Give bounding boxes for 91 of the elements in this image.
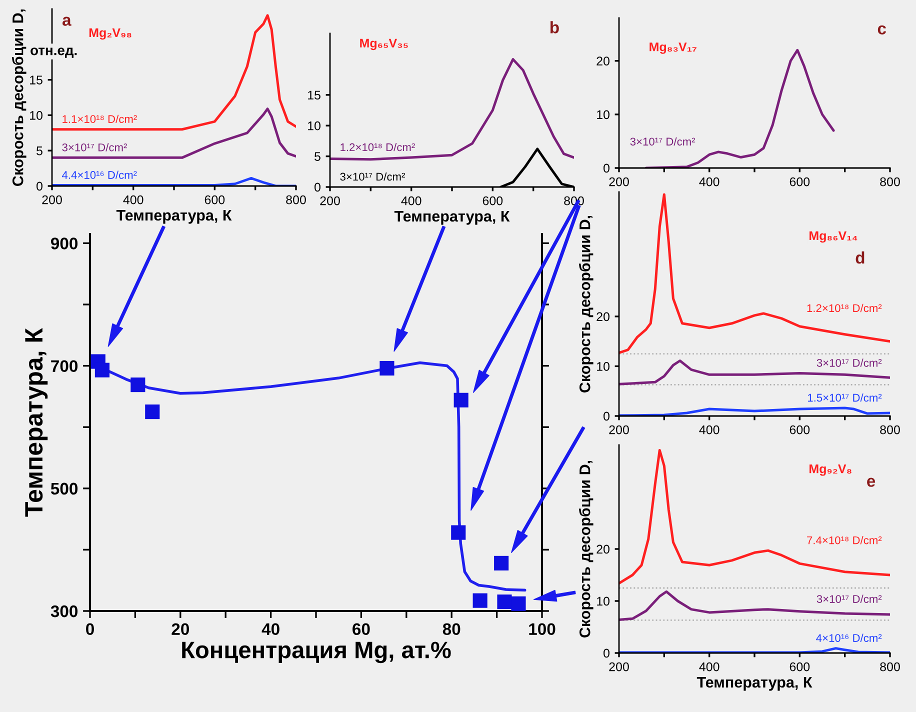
series-label: 3×10¹⁷ D/cm² xyxy=(816,358,882,367)
x-tick-label: 800 xyxy=(880,425,900,434)
x-tick-label: 400 xyxy=(401,196,422,206)
x-tick-label: 400 xyxy=(699,425,720,434)
y-tick-label: 10 xyxy=(597,362,610,371)
x-tick-label: 80 xyxy=(442,623,460,636)
annotation: Mg₈₃V₁₇ xyxy=(650,42,696,54)
x-axis-title: Температура, К xyxy=(696,677,812,691)
y-tick-label: 500 xyxy=(50,482,78,495)
y-tick-label: 0 xyxy=(604,648,610,658)
y-axis-title: Температура, К xyxy=(25,328,48,517)
y-axis-title: Скорость десорбции D, xyxy=(578,460,594,638)
line-series xyxy=(619,590,890,621)
y-tick-label: 5 xyxy=(314,152,320,161)
line-series xyxy=(619,448,890,585)
x-tick-label: 60 xyxy=(352,623,370,636)
annotation: Mg₈₆V₁₄ xyxy=(810,231,858,243)
y-tick-label: 15 xyxy=(308,90,320,100)
series-label: 4.4×10¹⁶ D/cm² xyxy=(62,170,137,179)
x-tick-label: 400 xyxy=(123,195,144,204)
y-tick-label: 900 xyxy=(50,238,78,250)
series-label: 1.5×10¹⁷ D/cm² xyxy=(808,394,882,402)
y-tick-label: 300 xyxy=(50,605,78,618)
point xyxy=(130,378,146,392)
y-tick-label: 0 xyxy=(604,164,610,173)
series-label: 1.2×10¹⁸ D/cm² xyxy=(340,143,415,152)
line-series xyxy=(619,193,890,354)
line-series xyxy=(52,108,296,159)
annotation: Mg₆₅V₃₅ xyxy=(360,38,408,50)
annotation: a xyxy=(62,16,72,26)
x-tick-label: 200 xyxy=(42,195,62,204)
x-tick-label: 800 xyxy=(286,195,306,204)
point xyxy=(145,404,160,420)
series-label: 1.2×10¹⁸ D/cm² xyxy=(807,304,882,312)
y-tick-label: 0 xyxy=(604,412,610,421)
x-tick-label: 400 xyxy=(699,177,720,186)
annotation: Mg₂V₉₈ xyxy=(89,28,132,40)
annotation: e xyxy=(867,478,876,487)
series-label: 3×10¹⁷ D/cm² xyxy=(62,143,128,152)
x-tick-label: 100 xyxy=(529,623,556,636)
point xyxy=(494,556,509,570)
x-tick-label: 200 xyxy=(609,662,629,672)
series-label: 1.1×10¹⁸ D/cm² xyxy=(62,114,137,123)
series-label: 4×10¹⁶ D/cm² xyxy=(816,634,882,642)
point xyxy=(451,525,466,540)
x-tick-label: 20 xyxy=(172,623,189,636)
y-tick-label: 10 xyxy=(597,110,610,120)
x-tick-label: 200 xyxy=(609,425,629,434)
x-tick-label: 600 xyxy=(204,195,225,204)
y-axis-title: Скорость десорбции D, xyxy=(12,9,26,186)
x-tick-label: 600 xyxy=(482,196,503,206)
y-tick-label: 20 xyxy=(596,312,610,322)
point xyxy=(472,593,488,608)
x-tick-label: 800 xyxy=(880,662,900,672)
annotation: c xyxy=(878,25,886,34)
x-tick-label: 40 xyxy=(262,623,280,636)
y-tick-label: 15 xyxy=(30,76,42,84)
point xyxy=(497,594,512,610)
line-series xyxy=(619,359,890,386)
y-axis-title: Скорость десорбции D, xyxy=(578,216,594,392)
point xyxy=(94,362,110,378)
x-tick-label: 400 xyxy=(699,662,720,672)
x-tick-label: 800 xyxy=(880,177,900,186)
y-tick-label: 10 xyxy=(597,596,610,606)
annotation: d xyxy=(856,251,864,264)
y-tick-label: 10 xyxy=(30,111,42,120)
y-tick-label: 5 xyxy=(36,146,42,156)
x-tick-label: 200 xyxy=(320,196,340,206)
series-label: 3×10¹⁷ D/cm² xyxy=(630,137,696,146)
y-tick-label: 20 xyxy=(596,544,610,554)
x-tick-label: 600 xyxy=(790,662,810,672)
annotation: Mg₉₂V₈ xyxy=(810,464,852,476)
y-tick-label: 20 xyxy=(596,56,610,66)
series-label: 3×10¹⁷ D/cm² xyxy=(816,594,882,603)
x-axis-title: Температура, К xyxy=(116,210,232,224)
y-tick-label: 700 xyxy=(51,360,78,372)
point xyxy=(454,392,468,408)
point xyxy=(380,360,394,376)
x-tick-label: 0 xyxy=(86,623,94,636)
series-label: 7.4×10¹⁸ D/cm² xyxy=(807,536,882,544)
line-series xyxy=(330,58,574,161)
x-tick-label: 600 xyxy=(790,177,810,186)
x-tick-label: 200 xyxy=(609,177,629,186)
point xyxy=(511,596,526,611)
text: b xyxy=(550,21,559,34)
x-axis-title: Концентрация Mg, ат.% xyxy=(182,642,451,664)
x-tick-label: 600 xyxy=(790,425,810,434)
x-axis-title: Температура, К xyxy=(394,211,510,225)
annotation: отн.ед. xyxy=(30,48,77,58)
text: 3×10¹⁷ D/cm² xyxy=(340,172,406,181)
y-tick-label: 10 xyxy=(308,121,320,130)
